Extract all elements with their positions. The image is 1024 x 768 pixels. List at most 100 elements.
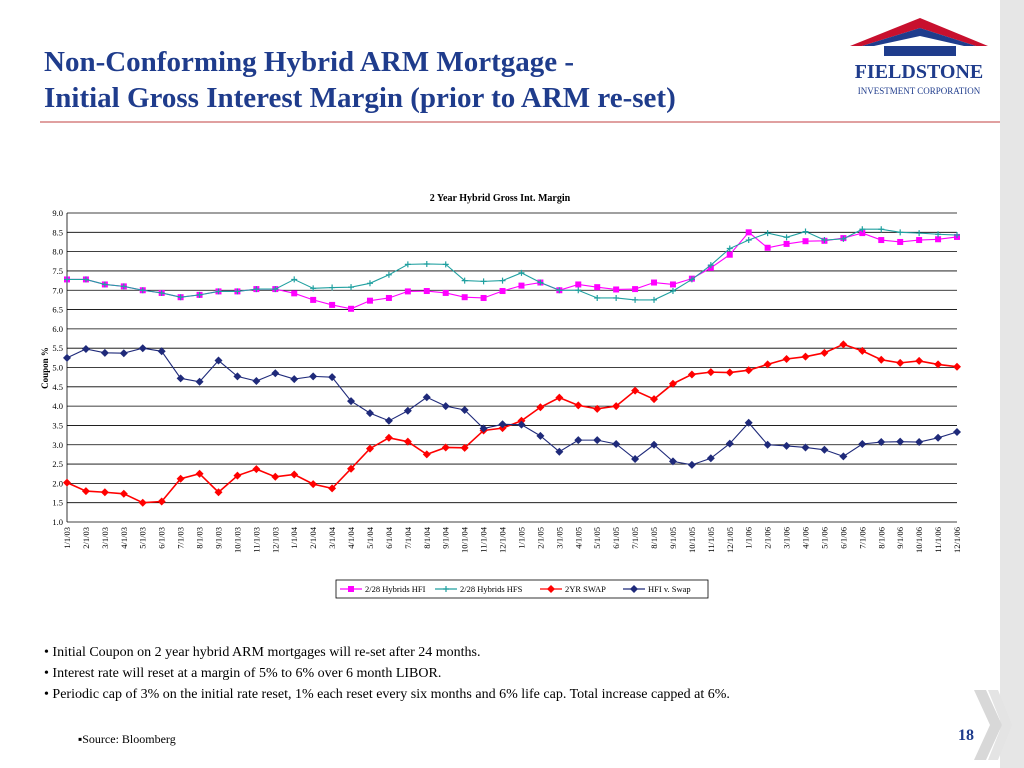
data-point bbox=[555, 393, 564, 402]
data-point bbox=[329, 301, 336, 308]
x-tick-label: 4/1/04 bbox=[346, 526, 356, 548]
x-tick-label: 6/1/06 bbox=[838, 527, 848, 549]
data-point bbox=[763, 440, 772, 449]
data-point bbox=[820, 445, 829, 454]
data-point bbox=[328, 373, 337, 382]
margin-line-chart: 2 Year Hybrid Gross Int. Margin Coupon %… bbox=[40, 193, 962, 599]
data-point bbox=[499, 277, 506, 284]
data-point bbox=[706, 368, 715, 377]
x-tick-label: 8/1/03 bbox=[195, 527, 205, 549]
data-point bbox=[272, 286, 279, 293]
data-point bbox=[518, 269, 525, 276]
x-tick-label: 3/1/05 bbox=[554, 527, 564, 549]
data-point bbox=[726, 251, 733, 258]
data-point bbox=[744, 418, 753, 427]
y-tick-label: 7.5 bbox=[52, 266, 63, 276]
data-point bbox=[385, 294, 392, 301]
data-point bbox=[612, 439, 621, 448]
data-point bbox=[460, 443, 469, 452]
data-point bbox=[915, 438, 924, 447]
data-point bbox=[915, 356, 924, 365]
data-point bbox=[954, 232, 960, 239]
data-point bbox=[441, 443, 450, 452]
x-tick-label: 8/1/04 bbox=[422, 526, 432, 548]
data-point bbox=[725, 439, 734, 448]
x-tick-label: 10/1/04 bbox=[460, 526, 470, 553]
data-point bbox=[707, 262, 714, 269]
data-point bbox=[594, 284, 601, 291]
y-tick-label: 6.5 bbox=[52, 305, 63, 315]
x-tick-label: 8/1/05 bbox=[649, 527, 659, 549]
data-point bbox=[404, 261, 411, 268]
data-point bbox=[688, 276, 695, 283]
chart-legend: 2/28 Hybrids HFI 2/28 Hybrids HFS 2YR SWAP… bbox=[335, 579, 709, 599]
data-point bbox=[896, 358, 905, 367]
x-tick-label: 9/1/03 bbox=[213, 527, 223, 549]
x-tick-label: 4/1/06 bbox=[801, 527, 811, 549]
data-point bbox=[442, 289, 449, 296]
data-point bbox=[935, 236, 942, 243]
data-point bbox=[858, 439, 867, 448]
data-point bbox=[839, 340, 848, 349]
legend-label: 2/28 Hybrids HFI bbox=[365, 584, 426, 594]
x-tick-label: 4/1/03 bbox=[119, 527, 129, 549]
data-point bbox=[651, 296, 658, 303]
data-point bbox=[802, 228, 809, 235]
x-tick-label: 10/1/06 bbox=[914, 527, 924, 553]
x-tick-label: 2/1/06 bbox=[763, 527, 773, 549]
data-point bbox=[119, 349, 128, 358]
data-point bbox=[877, 438, 886, 447]
bullet-list: • Initial Coupon on 2 year hybrid ARM mo… bbox=[44, 642, 730, 705]
y-tick-label: 3.0 bbox=[52, 440, 63, 450]
data-point bbox=[820, 348, 829, 357]
data-point bbox=[499, 288, 506, 295]
data-point bbox=[385, 271, 392, 278]
data-point bbox=[81, 344, 90, 353]
series-2 bbox=[64, 226, 960, 303]
data-point bbox=[365, 409, 374, 418]
y-tick-label: 5.0 bbox=[52, 363, 63, 373]
x-tick-label: 9/1/06 bbox=[895, 527, 905, 549]
data-point bbox=[632, 286, 639, 293]
slide-title-line-1: Non-Conforming Hybrid ARM Mortgage - bbox=[44, 46, 575, 78]
data-point bbox=[537, 279, 544, 286]
data-point bbox=[63, 353, 71, 362]
data-point bbox=[575, 287, 582, 294]
data-point bbox=[650, 395, 659, 404]
data-point bbox=[422, 450, 431, 459]
data-point bbox=[291, 290, 298, 297]
data-point bbox=[423, 260, 430, 267]
y-tick-label: 8.0 bbox=[52, 247, 63, 257]
x-tick-label: 3/1/04 bbox=[327, 526, 337, 548]
y-tick-label: 4.0 bbox=[52, 401, 63, 411]
data-point bbox=[63, 478, 71, 487]
source-note: ▪Source: Bloomberg bbox=[78, 732, 176, 746]
data-point bbox=[309, 372, 318, 381]
x-tick-label: 10/1/05 bbox=[687, 527, 697, 553]
data-point bbox=[555, 447, 564, 456]
x-tick-label: 4/1/05 bbox=[573, 527, 583, 549]
data-point bbox=[574, 436, 583, 445]
x-tick-label: 7/1/04 bbox=[403, 526, 413, 548]
x-tick-label: 1/1/04 bbox=[289, 526, 299, 548]
data-point bbox=[706, 454, 715, 463]
data-point bbox=[252, 465, 261, 474]
chevron-shape-2 bbox=[988, 690, 1012, 760]
x-tick-label: 11/1/06 bbox=[933, 527, 943, 553]
x-tick-label: 6/1/05 bbox=[611, 527, 621, 549]
series-layer bbox=[63, 226, 961, 507]
data-point bbox=[120, 283, 127, 290]
y-tick-label: 2.0 bbox=[52, 478, 63, 488]
logo-name: FIELDSTONE bbox=[855, 61, 984, 83]
data-point bbox=[725, 368, 734, 377]
data-point bbox=[252, 377, 261, 386]
data-point bbox=[668, 457, 677, 466]
data-point bbox=[214, 356, 223, 365]
data-point bbox=[441, 402, 450, 411]
data-point bbox=[745, 229, 752, 236]
data-point bbox=[309, 480, 318, 489]
data-point bbox=[384, 416, 393, 425]
data-point bbox=[953, 362, 961, 371]
data-point bbox=[613, 294, 620, 301]
x-tick-label: 10/1/03 bbox=[232, 527, 242, 553]
